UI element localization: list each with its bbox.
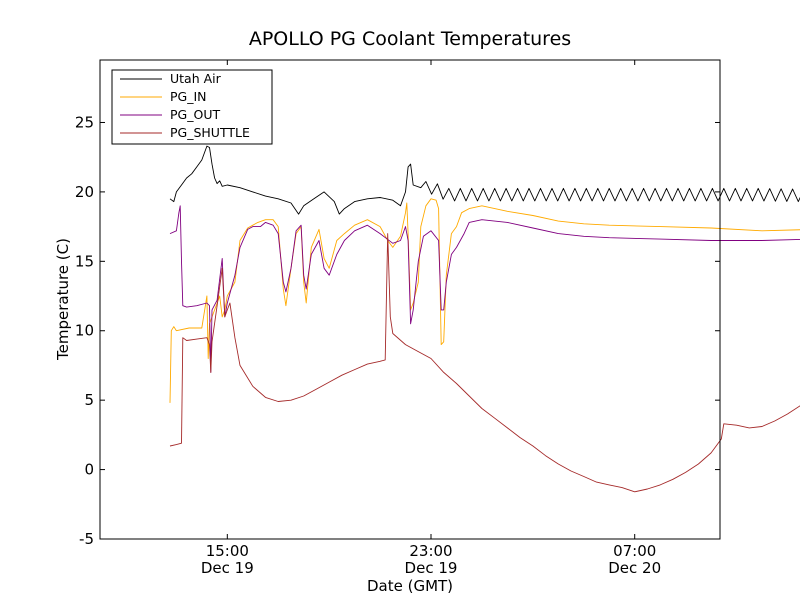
y-tick-label: 10 [75, 322, 94, 340]
series-layer [169, 145, 800, 493]
y-tick-label: 0 [84, 461, 94, 479]
series-line-pg-shuttle [169, 233, 800, 493]
legend-label: Utah Air [170, 71, 222, 86]
y-tick-label: 25 [75, 113, 94, 131]
x-tick-label-time: 07:00 [613, 542, 656, 560]
x-tick-label-time: 23:00 [409, 542, 452, 560]
y-tick-label: 20 [75, 183, 94, 201]
plot-frame [99, 59, 721, 540]
chart-title: APOLLO PG Coolant Temperatures [249, 28, 571, 50]
x-tick-label-date: Dec 20 [608, 559, 661, 577]
legend-label: PG_OUT [170, 107, 220, 122]
x-tick-label-date: Dec 19 [201, 559, 254, 577]
series-line-pg-in [169, 198, 800, 403]
x-axis-label: Date (GMT) [367, 577, 453, 595]
y-axis-label: Temperature (C) [54, 238, 72, 361]
legend-label: PG_IN [170, 89, 207, 104]
legend: Utah Air PG_IN PG_OUT PG_SHUTTLE [111, 69, 273, 145]
legend-box [111, 69, 273, 145]
series-line-utah-air [169, 145, 800, 215]
y-tick-label: 15 [75, 252, 94, 270]
x-tick-label-date: Dec 19 [405, 559, 458, 577]
y-tick-label: 5 [84, 391, 94, 409]
x-tick-label-time: 15:00 [206, 542, 249, 560]
y-tick-label: -5 [79, 530, 94, 548]
legend-label: PG_SHUTTLE [170, 125, 250, 140]
